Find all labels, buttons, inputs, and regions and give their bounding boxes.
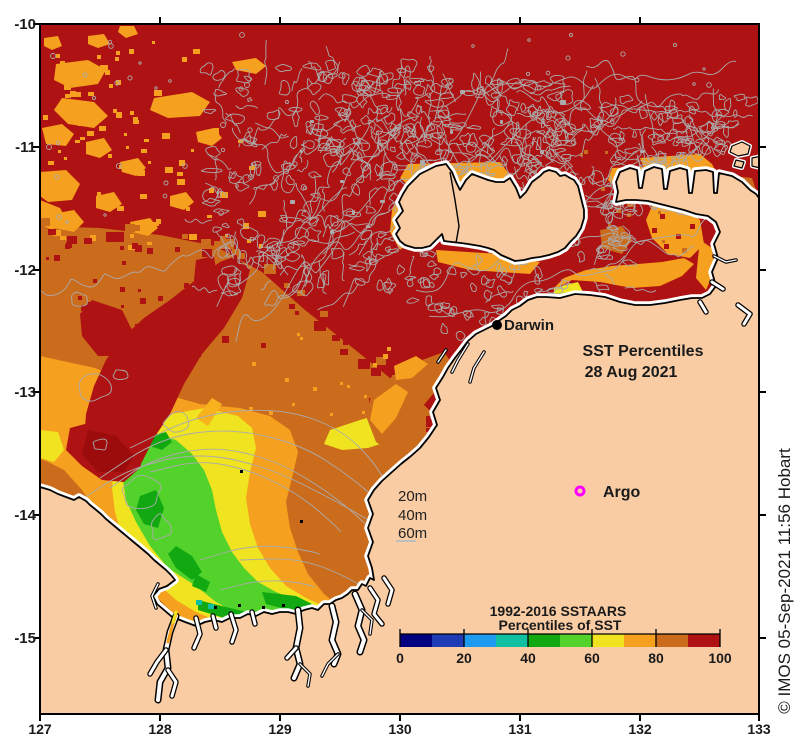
svg-text:133: 133 (747, 721, 771, 737)
svg-text:© IMOS 05-Sep-2021 11:56 Hobar: © IMOS 05-Sep-2021 11:56 Hobart (775, 448, 794, 714)
svg-text:Argo: Argo (603, 484, 641, 501)
svg-text:Darwin: Darwin (504, 317, 554, 334)
svg-text:130: 130 (388, 721, 412, 737)
svg-text:-11: -11 (15, 139, 36, 156)
svg-text:60: 60 (584, 650, 600, 666)
svg-text:Percentiles of SST: Percentiles of SST (499, 617, 622, 633)
svg-text:80: 80 (648, 650, 664, 666)
svg-text:131: 131 (508, 721, 532, 737)
svg-text:40: 40 (520, 650, 536, 666)
svg-text:20m: 20m (398, 488, 427, 505)
svg-text:20: 20 (456, 650, 472, 666)
svg-text:-12: -12 (14, 262, 36, 279)
svg-text:40m: 40m (398, 507, 427, 524)
svg-text:128: 128 (148, 721, 172, 737)
svg-text:60m: 60m (398, 525, 427, 542)
svg-text:SST Percentiles: SST Percentiles (583, 343, 704, 360)
svg-text:0: 0 (396, 650, 404, 666)
svg-text:-15: -15 (14, 630, 36, 647)
svg-text:100: 100 (708, 650, 732, 666)
svg-text:28 Aug 2021: 28 Aug 2021 (585, 364, 678, 381)
svg-text:132: 132 (628, 721, 652, 737)
svg-text:-14: -14 (14, 507, 36, 524)
svg-text:127: 127 (28, 721, 52, 737)
svg-text:-13: -13 (14, 384, 36, 401)
svg-text:1992-2016 SSTAARS: 1992-2016 SSTAARS (490, 603, 627, 619)
svg-text:-10: -10 (14, 16, 36, 33)
svg-text:129: 129 (268, 721, 292, 737)
